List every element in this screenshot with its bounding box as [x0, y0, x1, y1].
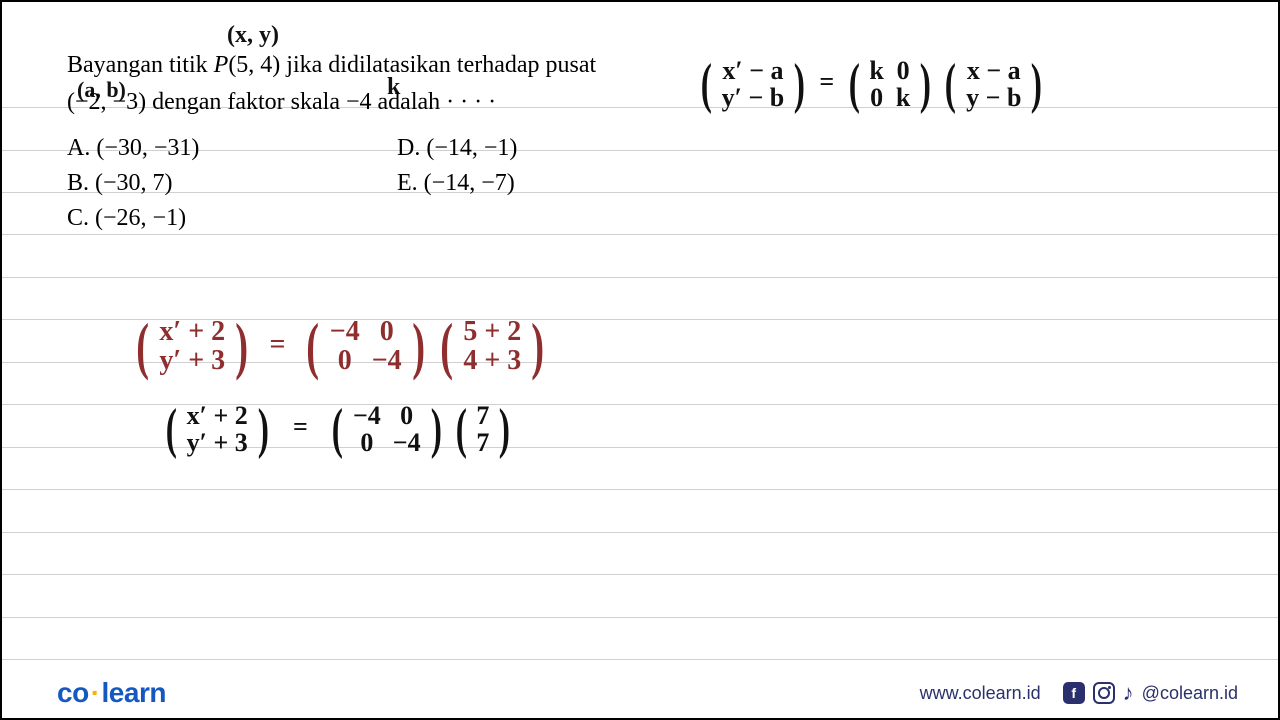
wb-rhs2: 7 [470, 429, 495, 456]
wb-m21: 0 [347, 429, 387, 456]
wb-lhs1: x′ + 2 [181, 402, 254, 429]
wb-m11: −4 [347, 402, 387, 429]
logo-co: co [57, 677, 89, 708]
content: Bayangan titik P(5, 4) jika didilatasika… [67, 47, 1238, 240]
option-c: C. (−26, −1) [67, 205, 267, 232]
facebook-icon: f [1063, 682, 1085, 704]
frame: (x, y) (a, b) k ( x′ − ay′ − b ) = ( k0 … [0, 0, 1280, 720]
wr-lhs1: x′ + 2 [153, 317, 231, 346]
wr-m12: 0 [366, 317, 408, 346]
option-a: A. (−30, −31) [67, 135, 267, 162]
footer: co·learn www.colearn.id f ♪ @colearn.id [2, 668, 1278, 718]
wb-lhs2: y′ + 3 [181, 429, 254, 456]
question-text: Bayangan titik P(5, 4) jika didilatasika… [67, 47, 1238, 121]
social-icons: f ♪ @colearn.id [1063, 680, 1238, 706]
wr-m22: −4 [366, 346, 408, 375]
work-black: ( x′ + 2y′ + 3 ) = ( −40 0−4 ) ( 77 ) [162, 402, 514, 457]
annotation-xy: (x, y) [227, 22, 279, 49]
footer-handle: @colearn.id [1142, 683, 1238, 704]
options: A. (−30, −31) D. (−14, −1) B. (−30, 7) E… [67, 135, 1238, 232]
logo-dot: · [89, 677, 102, 708]
option-b-val: (−30, 7) [95, 170, 173, 196]
option-c-val: (−26, −1) [95, 205, 186, 231]
option-d-val: (−14, −1) [426, 135, 517, 161]
footer-right: www.colearn.id f ♪ @colearn.id [920, 680, 1238, 706]
brand-logo: co·learn [57, 677, 166, 709]
q-center: (−2, −3) [67, 89, 146, 115]
q-mid: dengan faktor skala [146, 89, 346, 115]
q-point-label: P [214, 52, 229, 78]
q-end: adalah · · · · [372, 89, 497, 115]
q-point-coords: (5, 4) [228, 52, 280, 78]
tiktok-icon: ♪ [1123, 680, 1134, 706]
wr-lhs2: y′ + 3 [153, 346, 231, 375]
wb-rhs1: 7 [470, 402, 495, 429]
instagram-icon [1093, 682, 1115, 704]
option-e: E. (−14, −7) [397, 170, 597, 197]
option-e-val: (−14, −7) [424, 170, 515, 196]
wr-rhs1: 5 + 2 [457, 317, 527, 346]
wb-m12: 0 [387, 402, 427, 429]
footer-url: www.colearn.id [920, 683, 1041, 704]
option-b: B. (−30, 7) [67, 170, 267, 197]
wb-m22: −4 [387, 429, 427, 456]
q-pre: Bayangan titik [67, 52, 214, 78]
option-d: D. (−14, −1) [397, 135, 597, 162]
option-a-val: (−30, −31) [96, 135, 199, 161]
logo-learn: learn [102, 677, 166, 708]
work-red: ( x′ + 2y′ + 3 ) = ( −40 0−4 ) ( 5 + 24 … [132, 317, 549, 376]
wr-m21: 0 [324, 346, 366, 375]
q-scale: −4 [346, 89, 372, 115]
q-post1: jika didilatasikan terhadap pusat [280, 52, 596, 78]
wr-m11: −4 [324, 317, 366, 346]
wr-rhs2: 4 + 3 [457, 346, 527, 375]
